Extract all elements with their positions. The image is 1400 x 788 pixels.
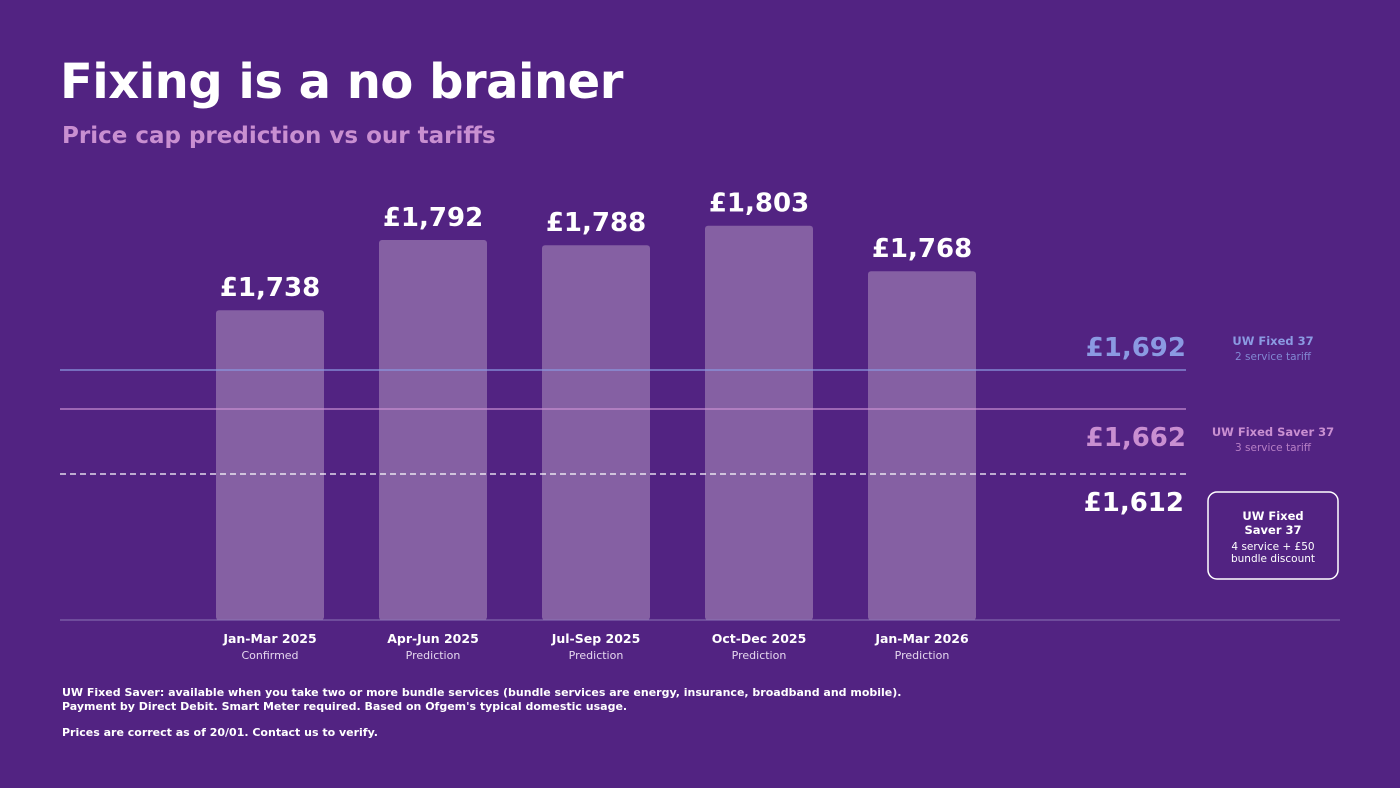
category-label: Jan-Mar 2026 [874,631,969,646]
category-label: Oct-Dec 2025 [712,631,807,646]
category-note: Confirmed [241,649,298,662]
category-note: Prediction [406,649,461,662]
bar-value-label: £1,768 [872,234,972,264]
bar [542,245,650,620]
page-subtitle: Price cap prediction vs our tariffs [62,123,496,149]
bar [705,225,813,620]
bars-layer [216,225,976,620]
tariff-description: bundle discount [1231,553,1315,565]
bar [216,310,324,620]
tariff-value-label: £1,662 [1086,423,1186,453]
bar-value-label: £1,803 [709,189,809,219]
tariff-description: 4 service + £50 [1231,541,1314,553]
tariff-description: 2 service tariff [1235,351,1312,363]
tariff-name: UW Fixed 37 [1232,334,1313,348]
bar-value-label: £1,788 [546,208,646,238]
tariff-description: 3 service tariff [1235,442,1312,454]
bar [868,271,976,620]
bar-value-label: £1,792 [383,203,483,233]
labels-layer: £1,738 Jan-Mar 2025 Confirmed £1,792 Apr-Jun… [220,189,1339,662]
footnotes: UW Fixed Saver: available when you take … [62,686,901,740]
footnote-line: Prices are correct as of 20/01. Contact … [62,726,378,739]
tariff-value-label: £1,692 [1086,333,1186,363]
category-label: Jan-Mar 2025 [222,631,316,646]
bar-value-label: £1,738 [220,273,320,303]
tariff-legend-box [1207,491,1339,580]
bar [379,240,487,620]
category-note: Prediction [895,649,950,662]
tariff-name: UW Fixed [1242,509,1303,523]
page-title: Fixing is a no brainer [60,54,623,110]
footnote-line: Payment by Direct Debit. Smart Meter req… [62,700,628,713]
tariff-name: Saver 37 [1244,523,1301,537]
tariff-name: UW Fixed Saver 37 [1212,425,1334,439]
footnote-line: UW Fixed Saver: available when you take … [62,686,902,699]
tariff-value-label: £1,612 [1084,488,1184,518]
reference-lines-layer [60,369,1186,475]
category-label: Jul-Sep 2025 [551,631,641,646]
category-note: Prediction [732,649,787,662]
category-note: Prediction [569,649,624,662]
category-label: Apr-Jun 2025 [387,631,479,646]
